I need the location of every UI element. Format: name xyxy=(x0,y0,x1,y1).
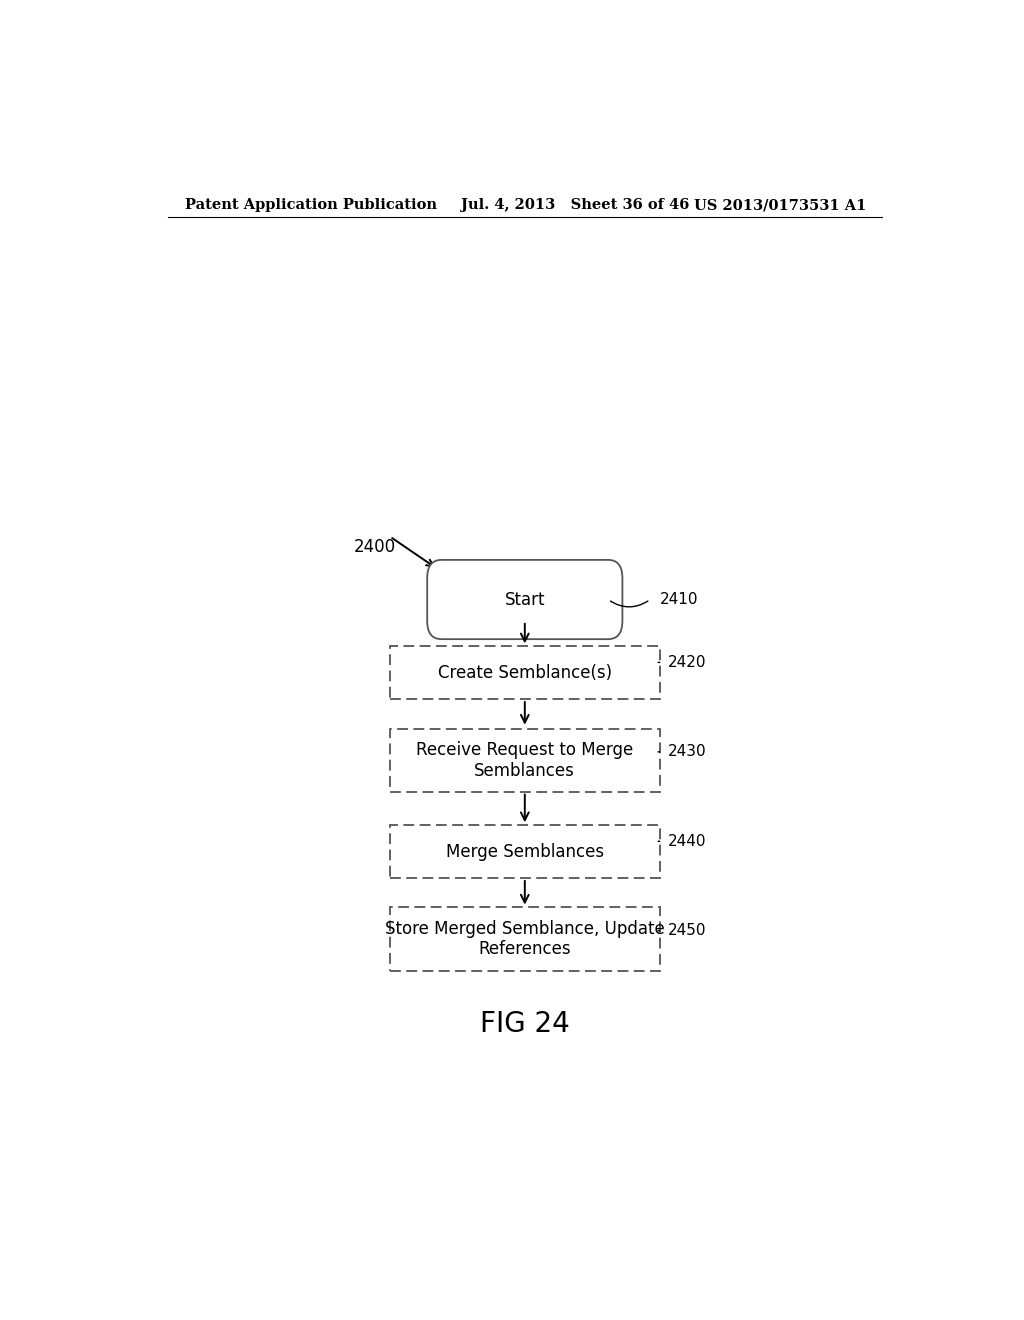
Text: Patent Application Publication: Patent Application Publication xyxy=(185,198,437,213)
FancyBboxPatch shape xyxy=(390,647,659,700)
FancyBboxPatch shape xyxy=(390,907,659,970)
FancyBboxPatch shape xyxy=(390,729,659,792)
Text: 2400: 2400 xyxy=(354,537,396,556)
Text: 2420: 2420 xyxy=(668,655,707,671)
FancyBboxPatch shape xyxy=(427,560,623,639)
Text: 2440: 2440 xyxy=(668,834,707,849)
Text: Store Merged Semblance, Update
References: Store Merged Semblance, Update Reference… xyxy=(385,920,665,958)
Text: Merge Semblances: Merge Semblances xyxy=(445,842,604,861)
Text: Receive Request to Merge
Semblances: Receive Request to Merge Semblances xyxy=(416,741,634,780)
Text: 2410: 2410 xyxy=(659,591,698,607)
Text: Start: Start xyxy=(505,590,545,609)
Text: US 2013/0173531 A1: US 2013/0173531 A1 xyxy=(693,198,866,213)
Text: Jul. 4, 2013   Sheet 36 of 46: Jul. 4, 2013 Sheet 36 of 46 xyxy=(461,198,690,213)
FancyBboxPatch shape xyxy=(390,825,659,878)
Text: Create Semblance(s): Create Semblance(s) xyxy=(437,664,612,681)
Text: 2450: 2450 xyxy=(668,924,707,939)
Text: FIG 24: FIG 24 xyxy=(480,1010,569,1039)
Text: 2430: 2430 xyxy=(668,744,707,759)
